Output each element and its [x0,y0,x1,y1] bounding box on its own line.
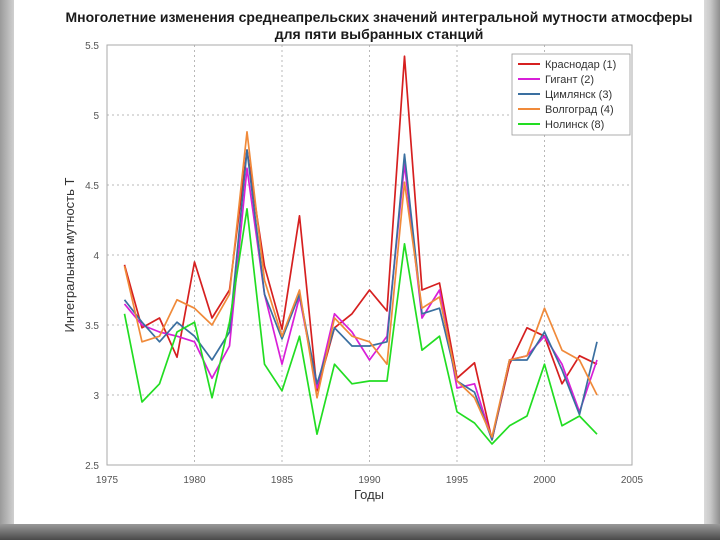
y-tick-label: 5.5 [85,41,99,52]
x-tick-label: 1990 [358,475,381,486]
y-tick-label: 2.5 [85,461,99,472]
legend-entry: Краснодар (1) [545,59,616,71]
x-axis-label: Годы [354,487,384,502]
y-tick-label: 4.5 [85,181,99,192]
chart-title-line1: Многолетние изменения среднеапрельских з… [65,9,693,25]
legend-entry: Нолинск (8) [545,119,604,131]
plot-frame [106,44,633,466]
y-tick-label: 3.5 [85,321,99,332]
legend-entry: Цимлянск (3) [545,89,612,101]
y-tick-label: 5 [93,111,99,122]
x-tick-labels: 1975 1980 1985 1990 1995 2000 2005 [96,475,644,486]
y-tick-label: 4 [93,251,99,262]
x-tick-label: 1980 [183,475,206,486]
x-tick-label: 2005 [621,475,644,486]
chart-title-line2: для пяти выбранных станций [274,26,484,42]
legend-entry: Волгоград (4) [545,104,614,116]
legend-entry: Гигант (2) [545,74,594,86]
x-tick-label: 1995 [446,475,469,486]
series-lines [123,55,598,445]
series-line-4 [123,130,598,438]
y-tick-label: 3 [93,391,99,402]
series-line-5 [123,207,598,445]
legend: Краснодар (1) Гигант (2) Цимлянск (3) Волго… [511,53,631,136]
series-line-1 [123,55,598,441]
chart-title: Многолетние изменения среднеапрельских з… [54,9,704,43]
x-tick-label: 1975 [96,475,119,486]
y-axis-label: Интегральная мутность Т [62,177,77,332]
y-tick-labels: 2.5 3 3.5 4 4.5 5 5.5 [85,41,99,472]
series-line-3 [123,149,598,441]
x-tick-label: 2000 [533,475,556,486]
x-tick-label: 1985 [271,475,294,486]
background-bottom-strip [0,524,720,540]
